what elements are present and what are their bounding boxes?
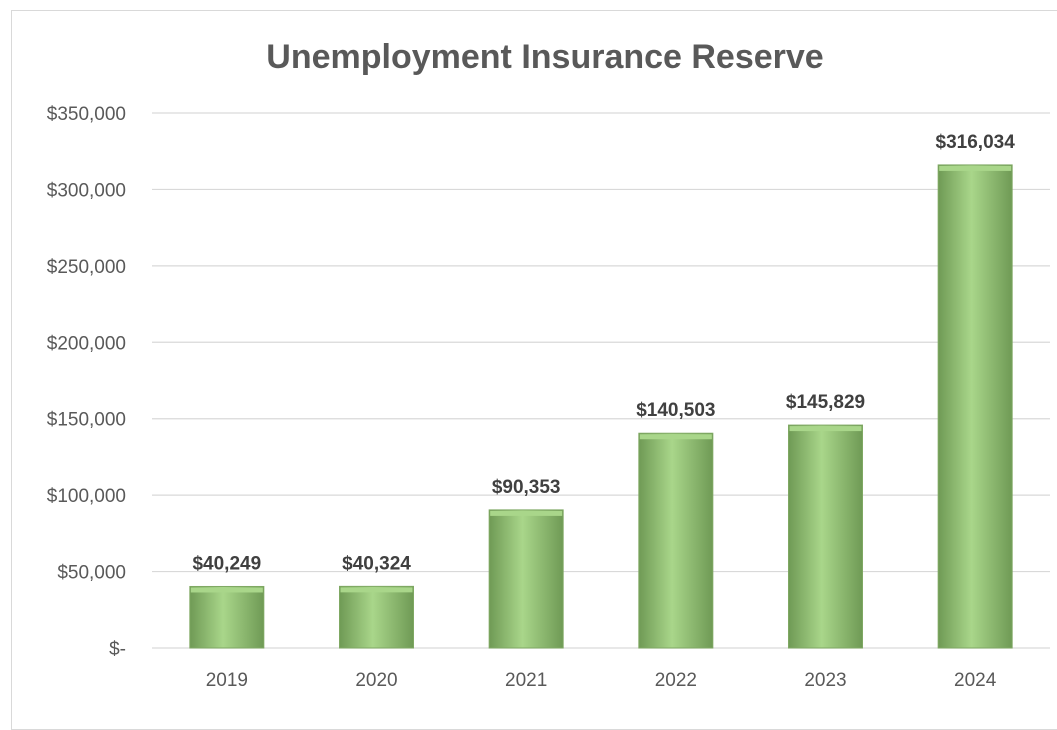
y-tick-label: $250,000 bbox=[47, 257, 126, 278]
x-axis-tick-labels: 2019 2020 2021 2022 2023 2024 bbox=[206, 670, 997, 691]
bar bbox=[189, 585, 265, 649]
data-label: $90,353 bbox=[492, 477, 561, 498]
bar-top-highlight bbox=[939, 165, 1012, 171]
chart-title: Unemployment Insurance Reserve bbox=[266, 38, 823, 76]
x-tick-label: 2023 bbox=[804, 670, 846, 691]
y-tick-label: $150,000 bbox=[47, 410, 126, 431]
y-tick-label: $- bbox=[109, 639, 126, 660]
y-tick-label: $200,000 bbox=[47, 333, 126, 354]
bar-top-highlight bbox=[639, 434, 712, 440]
y-tick-label: $50,000 bbox=[57, 563, 126, 584]
y-tick-label: $300,000 bbox=[47, 180, 126, 201]
gridlines bbox=[152, 112, 1050, 649]
y-tick-label: $350,000 bbox=[47, 104, 126, 125]
bar-top-highlight bbox=[190, 587, 263, 593]
bar bbox=[638, 432, 714, 649]
bar bbox=[488, 509, 564, 649]
x-tick-label: 2024 bbox=[954, 670, 997, 691]
x-tick-label: 2022 bbox=[655, 670, 697, 691]
bar bbox=[788, 424, 863, 649]
bar-top-highlight bbox=[490, 510, 563, 516]
bar bbox=[339, 585, 414, 649]
bar bbox=[937, 164, 1013, 649]
bars bbox=[189, 164, 1013, 649]
data-label: $40,249 bbox=[192, 553, 261, 574]
x-tick-label: 2019 bbox=[206, 670, 248, 691]
data-label: $140,503 bbox=[636, 400, 715, 421]
data-labels: $40,249 $40,324 $90,353 $140,503 $145,829 $31… bbox=[192, 132, 1015, 575]
data-label: $40,324 bbox=[342, 553, 411, 574]
bar-top-highlight bbox=[789, 426, 862, 432]
x-tick-label: 2020 bbox=[355, 670, 397, 691]
y-tick-label: $100,000 bbox=[47, 486, 126, 507]
data-label: $316,034 bbox=[936, 132, 1016, 153]
y-axis-tick-labels: $- $50,000 $100,000 $150,000 $200,000 $250,00… bbox=[47, 104, 126, 660]
bar-chart: Unemployment Insurance Reserve $- $50,000… bbox=[47, 38, 1050, 691]
data-label: $145,829 bbox=[786, 392, 865, 413]
bar-top-highlight bbox=[340, 587, 413, 593]
x-tick-label: 2021 bbox=[505, 670, 547, 691]
